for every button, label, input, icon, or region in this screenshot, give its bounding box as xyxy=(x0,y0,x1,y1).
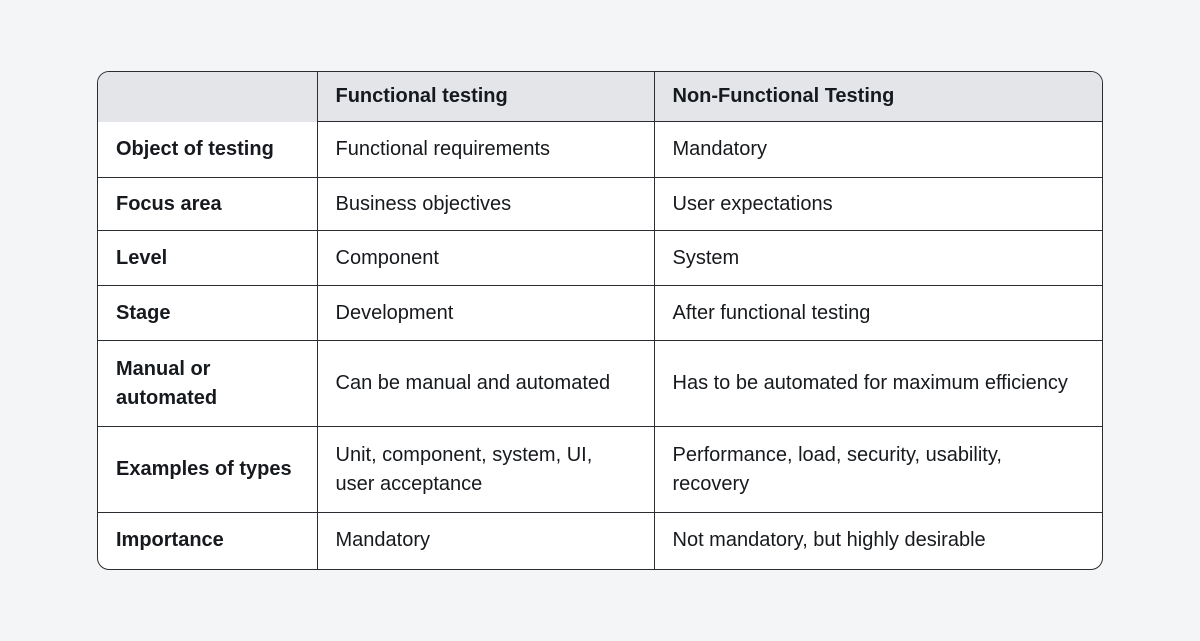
table-cell: System xyxy=(653,230,1102,286)
row-header: Importance xyxy=(98,512,317,569)
table-cell: Mandatory xyxy=(316,512,654,569)
table-cell: Component xyxy=(316,230,654,286)
table-cell: Not mandatory, but highly desirable xyxy=(653,512,1102,569)
table-row: Object of testing Functional requirements… xyxy=(98,121,1102,178)
row-header: Stage xyxy=(98,285,317,341)
row-header: Level xyxy=(98,230,317,286)
table-row: Importance Mandatory Not mandatory, but hi… xyxy=(98,512,1102,569)
table-cell: User expectations xyxy=(653,177,1102,231)
row-header: Examples of types xyxy=(98,426,317,513)
column-header: Functional testing xyxy=(316,72,654,122)
comparison-table: Functional testing Non-Functional Testing… xyxy=(97,71,1103,570)
table: Functional testing Non-Functional Testing… xyxy=(98,72,1102,569)
column-header: Non-Functional Testing xyxy=(653,72,1102,122)
table-cell: After functional testing xyxy=(653,285,1102,341)
table-cell: Business objectives xyxy=(316,177,654,231)
header-row: Functional testing Non-Functional Testing xyxy=(98,72,1102,122)
table-cell: Mandatory xyxy=(653,121,1102,178)
table-row: Stage Development After functional testing xyxy=(98,285,1102,341)
table-row: Level Component System xyxy=(98,230,1102,286)
table-cell: Unit, component, system, UI, user accept… xyxy=(316,426,654,513)
table-cell: Has to be automated for maximum efficien… xyxy=(653,340,1102,427)
corner-cell xyxy=(98,72,317,122)
row-header: Focus area xyxy=(98,177,317,231)
table-row: Focus area Business objectives User expect… xyxy=(98,177,1102,231)
table-cell: Performance, load, security, usability, … xyxy=(653,426,1102,513)
row-header: Manual or automated xyxy=(98,340,317,427)
row-header: Object of testing xyxy=(116,137,274,160)
table-row: Manual or automated Can be manual and aut… xyxy=(98,340,1102,427)
table-row: Examples of types Unit, component, system… xyxy=(98,426,1102,513)
table-cell: Functional requirements xyxy=(316,121,654,178)
table-cell: Can be manual and automated xyxy=(316,340,654,427)
table-cell: Development xyxy=(316,285,654,341)
